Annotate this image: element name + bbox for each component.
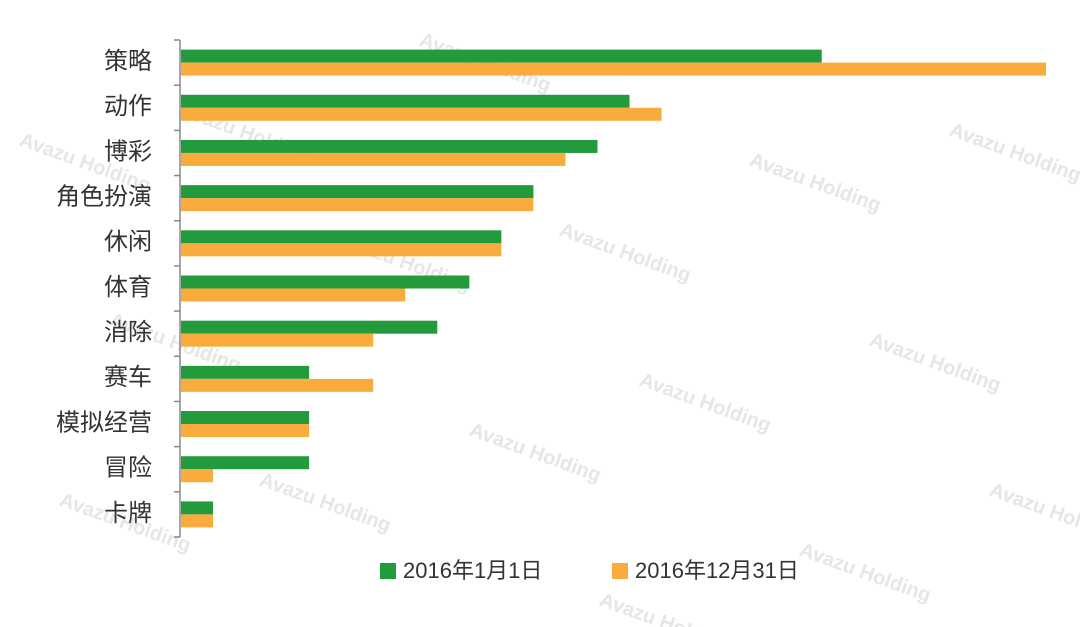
watermark: Avazu Holding [946,119,1080,187]
bar [181,501,214,515]
watermark: Avazu Holding [796,539,933,607]
y-tick-label: 赛车 [104,364,152,391]
legend-label: 2016年1月1日 [403,558,542,583]
watermark: Avazu Holding [466,419,603,487]
y-tick-label: 冒险 [104,455,152,482]
y-tick-label: 策略 [104,48,152,75]
legend-label: 2016年12月31日 [635,558,799,583]
bar [181,456,310,470]
bar [181,275,470,289]
bar [181,185,534,199]
y-tick-label: 博彩 [104,138,152,165]
bar [181,378,374,392]
watermark: Avazu Holding [256,469,393,537]
y-tick-label: 休闲 [104,229,152,256]
bar [181,320,438,334]
y-tick-label: 消除 [104,319,152,346]
bar [181,288,406,302]
watermark: Avazu Holding [556,219,693,287]
bar [181,152,566,166]
y-tick-label: 体育 [104,274,152,301]
bar [181,514,214,528]
bar [181,243,502,257]
y-tick-label: 角色扮演 [56,183,152,210]
bar [181,139,598,153]
bar [181,62,1046,76]
watermark: Avazu Holding [746,149,883,217]
bar [181,333,374,347]
watermark: Avazu Holding [866,329,1003,397]
bar [181,94,630,108]
legend-swatch [612,563,628,579]
watermark: Avazu Holding [596,589,733,627]
legend-swatch [380,563,396,579]
bar [181,365,310,379]
watermark: Avazu Holding [986,479,1080,547]
bar [181,469,214,483]
bar [181,198,534,212]
bar [181,107,662,121]
bar [181,49,822,63]
y-tick-label: 卡牌 [104,500,152,527]
bar [181,230,502,244]
y-tick-label: 动作 [104,93,152,120]
y-tick-label: 模拟经营 [56,409,152,436]
bar [181,411,310,425]
bar [181,424,310,438]
watermark: Avazu Holding [636,369,773,437]
